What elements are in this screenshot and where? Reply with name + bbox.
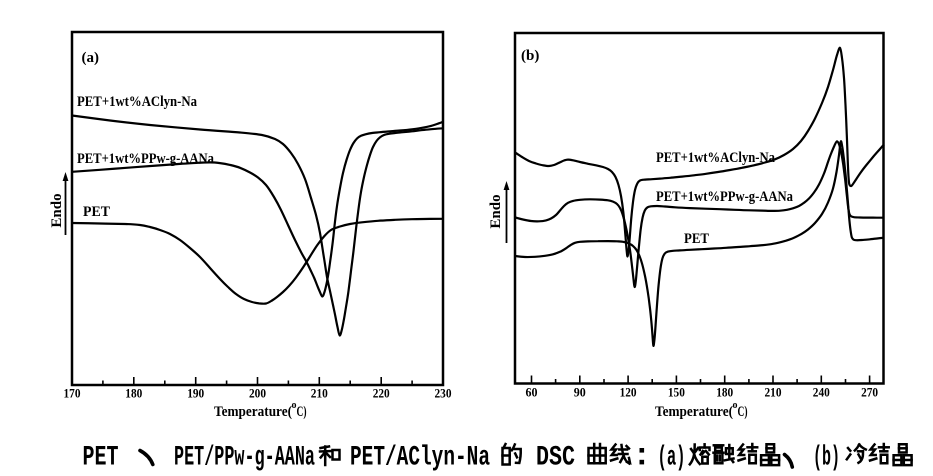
svg-text:PET+1wt%PPw-g-AANa: PET+1wt%PPw-g-AANa	[77, 151, 214, 167]
svg-text:C): C)	[297, 404, 307, 420]
svg-text:PET/AClyn-Na: PET/AClyn-Na	[350, 443, 490, 474]
svg-text:(b): (b)	[813, 443, 840, 474]
svg-text:180: 180	[716, 385, 733, 400]
svg-text:150: 150	[668, 385, 685, 400]
svg-text:PET: PET	[83, 204, 110, 220]
svg-text:o: o	[733, 400, 738, 411]
svg-text:170: 170	[64, 386, 81, 401]
svg-text:240: 240	[813, 385, 830, 400]
svg-text:210: 210	[311, 386, 328, 401]
svg-text:PET+1wt%AClyn-Na: PET+1wt%AClyn-Na	[656, 150, 775, 166]
svg-text:230: 230	[435, 386, 452, 401]
svg-text:(a): (a)	[658, 443, 686, 474]
svg-text:PET+1wt%PPw-g-AANa: PET+1wt%PPw-g-AANa	[656, 189, 793, 205]
svg-text:Temperature(: Temperature(	[214, 404, 292, 420]
svg-text:220: 220	[373, 386, 390, 401]
svg-text:120: 120	[620, 385, 637, 400]
svg-text:(a): (a)	[82, 50, 100, 66]
svg-text:C): C)	[738, 404, 748, 420]
svg-text:PET+1wt%AClyn-Na: PET+1wt%AClyn-Na	[77, 94, 197, 110]
svg-text:PET: PET	[684, 231, 709, 247]
svg-text:o: o	[292, 400, 297, 411]
svg-text:PET: PET	[83, 443, 119, 474]
svg-text:180: 180	[125, 386, 142, 401]
svg-text:210: 210	[765, 385, 782, 400]
svg-text:200: 200	[249, 386, 266, 401]
svg-text:Endo: Endo	[49, 193, 65, 227]
svg-text:(b): (b)	[521, 48, 539, 64]
svg-text:PET/PPw-g-AANa: PET/PPw-g-AANa	[174, 443, 315, 474]
svg-text:190: 190	[187, 386, 204, 401]
svg-text:270: 270	[861, 385, 878, 400]
svg-text:DSC: DSC	[536, 443, 575, 474]
svg-text:90: 90	[574, 385, 586, 400]
svg-text:Endo: Endo	[488, 194, 504, 228]
svg-text:Temperature(: Temperature(	[655, 404, 733, 420]
svg-text:60: 60	[526, 385, 538, 400]
